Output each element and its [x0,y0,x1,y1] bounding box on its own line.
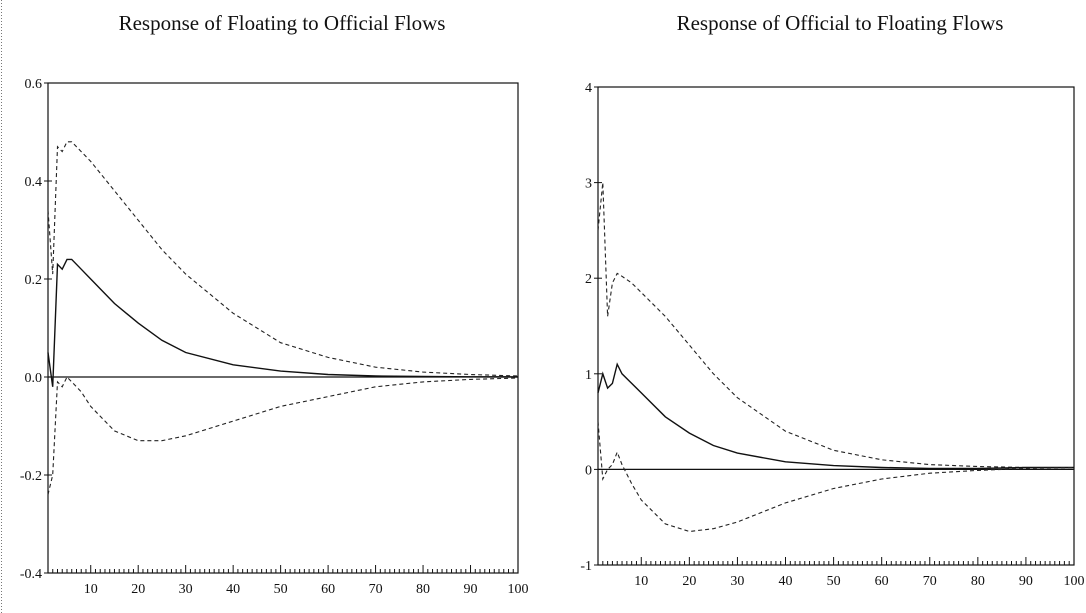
y-tick-label: 2 [585,272,592,287]
y-tick-label: 0.2 [25,273,43,288]
x-tick-label: 10 [634,574,648,589]
x-tick-label: 40 [226,582,240,597]
x-tick-label: 30 [179,582,193,597]
x-tick-label: 70 [923,574,937,589]
upper-band-line-right [597,182,1074,469]
chart-panel-right: Response of Official to Floating Flows 1… [580,11,1084,589]
lower-band-line-left [47,376,519,495]
impulse-response-line-right [597,362,1074,470]
x-tick-label: 80 [416,582,430,597]
y-tick-label: -0.4 [20,567,42,582]
x-tick-label: 60 [875,574,889,589]
x-tick-label: 20 [682,574,696,589]
plot-left: 10 20 30 40 50 60 70 80 90 100 -0.4 -0.2 0.0 0.2 0.4 0.… [20,77,529,597]
y-tick-label: 1 [585,368,592,383]
y-tick-label: 4 [585,81,592,96]
plot-right: 10 20 30 40 50 60 70 80 90 100 -1 0 1 2 3 4 [580,81,1084,589]
y-tick-label: 0 [585,463,592,478]
x-tick-label: 20 [131,582,145,597]
x-tick-label: 50 [274,582,288,597]
y-tick-label: 3 [585,177,592,192]
lower-band-line-right [597,421,1075,533]
upper-band-line-left [47,141,519,377]
x-tick-label: 100 [1064,574,1085,589]
plot-frame-right [597,86,1075,566]
y-tick-label: 0.6 [25,77,43,92]
x-tick-label: 100 [508,582,529,597]
chart-title-left: Response of Floating to Official Flows [119,11,446,35]
x-tick-label: 40 [779,574,793,589]
chart-panel-left: Response of Floating to Official Flows 1… [20,11,529,597]
chart-title-right: Response of Official to Floating Flows [677,11,1004,35]
x-tick-label: 70 [369,582,383,597]
x-tick-label: 50 [827,574,841,589]
x-tick-label: 30 [730,574,744,589]
y-tick-label: 0.0 [25,371,43,386]
y-tick-label: 0.4 [25,175,43,190]
impulse-response-line-left [47,258,519,387]
y-tick-label: -1 [580,559,592,574]
x-tick-label: 60 [321,582,335,597]
x-tick-label: 80 [971,574,985,589]
x-tick-label: 10 [84,582,98,597]
x-tick-label: 90 [464,582,478,597]
plot-frame-left [47,82,519,574]
x-tick-label: 90 [1019,574,1033,589]
y-tick-label: -0.2 [20,469,42,484]
